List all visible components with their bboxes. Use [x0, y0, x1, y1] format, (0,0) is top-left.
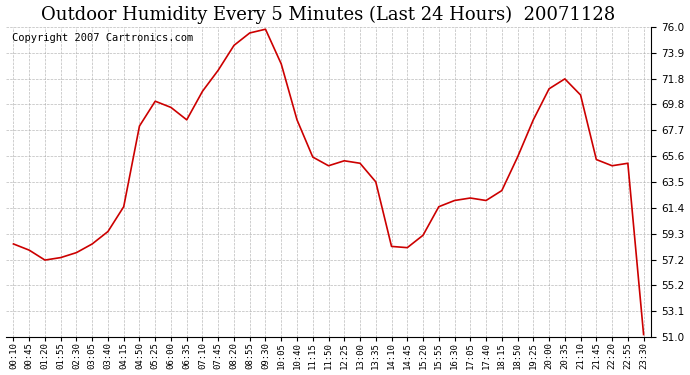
Title: Outdoor Humidity Every 5 Minutes (Last 24 Hours)  20071128: Outdoor Humidity Every 5 Minutes (Last 2… [41, 6, 615, 24]
Text: Copyright 2007 Cartronics.com: Copyright 2007 Cartronics.com [12, 33, 193, 43]
